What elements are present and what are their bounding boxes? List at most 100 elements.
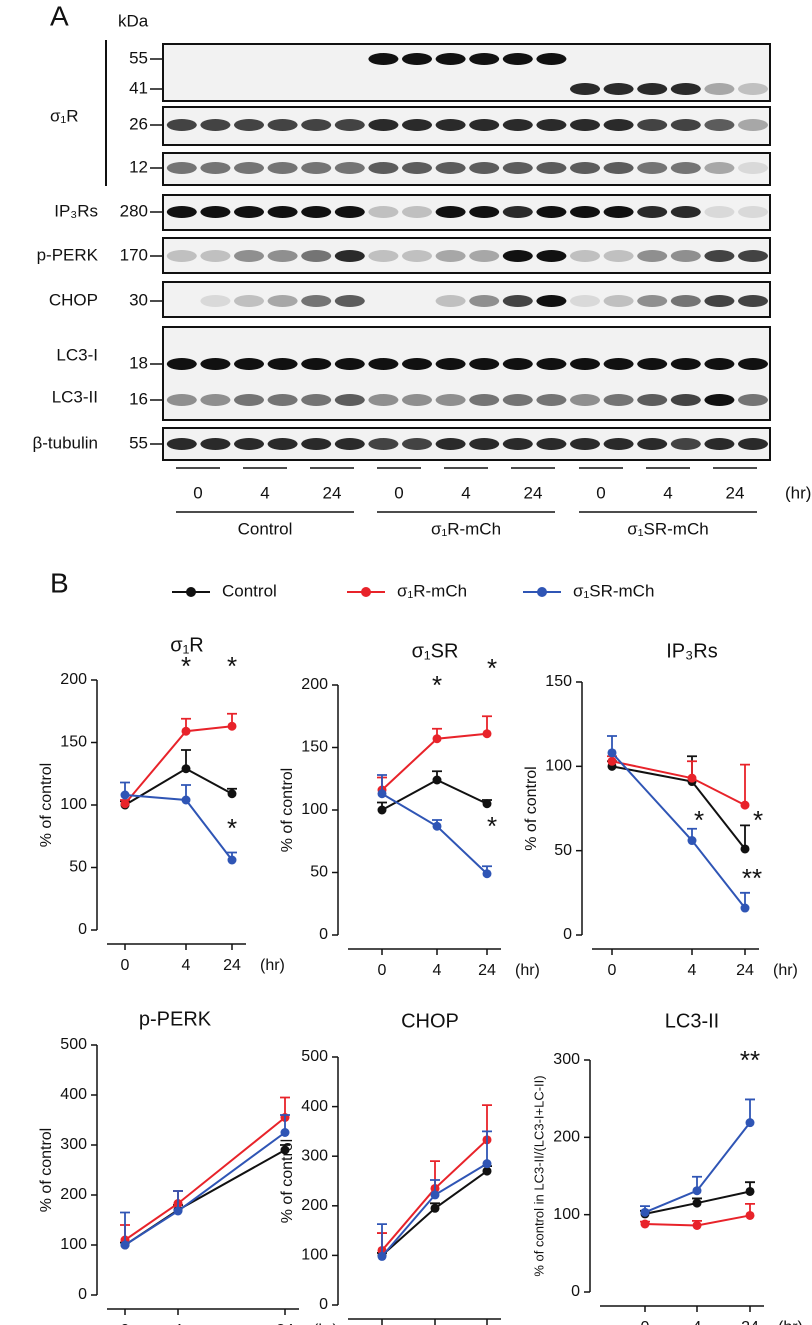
blot-band <box>435 358 466 370</box>
blot-band <box>435 119 466 131</box>
blot-band <box>704 438 735 450</box>
blot-band <box>368 358 399 370</box>
blot-band <box>536 438 567 450</box>
data-point <box>482 1159 492 1169</box>
blot-band <box>603 438 634 450</box>
blot-band <box>334 119 365 131</box>
blot-band <box>637 358 668 370</box>
x-tick-label: 24 <box>736 962 754 979</box>
blot-band <box>637 162 668 174</box>
blot-band <box>301 162 332 174</box>
blot-band <box>502 394 533 406</box>
y-tick-label: 100 <box>301 1247 328 1264</box>
time-label: 0 <box>596 483 605 502</box>
blot-band <box>301 250 332 262</box>
blot-band <box>570 83 600 95</box>
data-point <box>640 1219 650 1229</box>
marker-label: 55 <box>129 433 148 452</box>
blot-frame <box>162 326 771 421</box>
panel-b-label: B <box>50 567 69 598</box>
blot-band <box>670 206 701 218</box>
significance: * <box>753 805 763 835</box>
blot-band <box>334 438 365 450</box>
blot-band <box>166 250 197 262</box>
legend-label: σ₁SR-mCh <box>573 581 654 600</box>
blot-band <box>267 394 298 406</box>
error-bar <box>377 1223 387 1257</box>
significance: * <box>487 653 497 683</box>
group-label: σ₁SR-mCh <box>627 519 708 538</box>
chart-title: CHOP <box>401 1010 459 1032</box>
blot-band <box>368 206 399 218</box>
y-axis-label: % of control <box>38 1128 55 1212</box>
blot-band <box>637 206 668 218</box>
blot-band <box>301 358 332 370</box>
data-point <box>120 799 130 809</box>
y-tick-label: 400 <box>301 1098 328 1115</box>
data-point <box>692 1186 702 1196</box>
blot-band <box>200 162 231 174</box>
blot-band <box>402 119 432 131</box>
data-point <box>181 795 191 805</box>
blot-band <box>301 206 332 218</box>
blot-band <box>704 250 735 262</box>
blot-band <box>469 119 500 131</box>
significance: * <box>694 805 704 835</box>
blot-band <box>536 394 567 406</box>
blot-band <box>738 119 768 131</box>
data-point <box>607 756 617 766</box>
significance: * <box>487 811 497 841</box>
time-label: 24 <box>323 483 342 502</box>
blot-band <box>267 438 298 450</box>
protein-label: β-tubulin <box>32 433 98 452</box>
blot-band <box>402 250 432 262</box>
y-tick-label: 50 <box>310 864 328 881</box>
blot-band <box>704 295 735 307</box>
y-axis-label: % of control <box>38 763 55 847</box>
blot-band <box>402 394 432 406</box>
blot-band <box>637 394 668 406</box>
y-tick-label: 50 <box>554 842 572 859</box>
blot-frame <box>162 106 771 146</box>
marker-label: 26 <box>129 114 148 133</box>
blot-band <box>469 394 500 406</box>
marker-label: 55 <box>129 48 148 67</box>
blot-band <box>704 394 735 406</box>
blot-band <box>166 206 197 218</box>
blot-band <box>469 358 500 370</box>
blot-band <box>368 438 399 450</box>
blot-band <box>234 394 264 406</box>
y-tick-label: 300 <box>60 1136 87 1153</box>
blot-band <box>166 119 197 131</box>
data-point <box>640 1207 650 1217</box>
blot-band <box>502 250 533 262</box>
blot-band <box>200 358 231 370</box>
x-axis-label: (hr) <box>773 962 798 979</box>
blot-band <box>334 206 365 218</box>
blot-band <box>267 162 298 174</box>
blot-band <box>502 295 533 307</box>
blot-band <box>670 438 701 450</box>
blot-band <box>267 206 298 218</box>
x-tick-label: 4 <box>174 1322 183 1325</box>
series-line <box>124 794 233 861</box>
blot-frame <box>162 427 771 461</box>
blot-band <box>234 162 264 174</box>
significance: * <box>227 813 237 843</box>
protein-label: LC3-II <box>52 387 98 406</box>
blot-band <box>234 206 264 218</box>
y-tick-label: 0 <box>563 926 572 943</box>
blot-frame <box>162 43 771 102</box>
blot-band <box>334 250 365 262</box>
data-point <box>181 726 191 736</box>
blot-band <box>670 295 701 307</box>
blot-band <box>334 295 365 307</box>
data-point <box>745 1186 755 1196</box>
blot-band <box>301 394 332 406</box>
y-tick-label: 150 <box>545 673 572 690</box>
x-tick-label: 0 <box>121 957 130 974</box>
time-label: 0 <box>394 483 403 502</box>
y-tick-label: 200 <box>301 1197 328 1214</box>
time-label: 0 <box>193 483 202 502</box>
